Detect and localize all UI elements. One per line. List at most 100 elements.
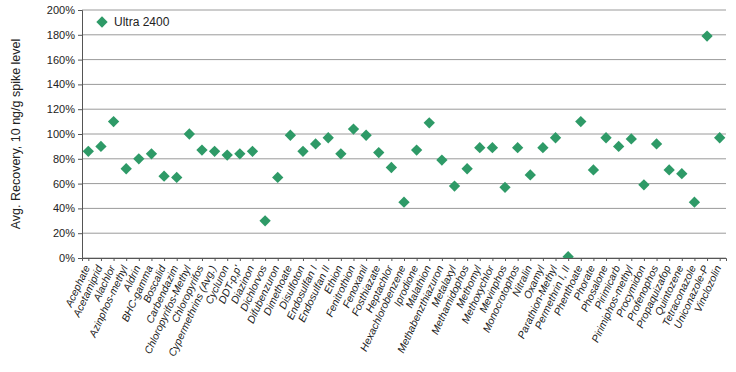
data-point — [234, 148, 245, 159]
y-tick-label: 100% — [47, 128, 75, 140]
x-tick-mark — [644, 258, 645, 261]
x-tick-mark — [114, 258, 115, 261]
x-tick-mark — [492, 258, 493, 261]
data-point — [600, 132, 611, 143]
data-point — [247, 146, 258, 157]
y-tick: 60% — [53, 178, 82, 190]
data-point — [95, 141, 106, 152]
data-point — [664, 164, 675, 175]
legend-item: Ultra 2400 — [96, 15, 169, 29]
data-point — [411, 144, 422, 155]
data-point — [171, 172, 182, 183]
y-tick-mark — [78, 184, 82, 185]
x-tick-mark — [530, 258, 531, 261]
data-point — [563, 251, 574, 258]
x-tick-mark — [568, 258, 569, 261]
x-tick: Vinclozolin — [691, 258, 723, 314]
x-tick-mark — [543, 258, 544, 261]
data-point — [398, 197, 409, 208]
marks — [83, 30, 726, 258]
legend-label: Ultra 2400 — [114, 15, 170, 29]
data-point — [676, 168, 687, 179]
x-tick-mark — [139, 258, 140, 261]
data-point — [297, 146, 308, 157]
data-point — [689, 197, 700, 208]
x-tick-mark — [303, 258, 304, 261]
x-tick-label: Vinclozolin — [691, 263, 723, 314]
data-point — [209, 146, 220, 157]
x-tick-mark — [442, 258, 443, 261]
data-point — [348, 123, 359, 134]
x-tick-mark — [694, 258, 695, 261]
y-tick-mark — [78, 60, 82, 61]
x-tick-mark — [505, 258, 506, 261]
y-tick-label: 200% — [47, 4, 75, 16]
y-tick-label: 140% — [47, 78, 75, 90]
x-tick-mark — [278, 258, 279, 261]
grid-line — [82, 34, 726, 35]
x-tick-mark — [202, 258, 203, 261]
y-tick-label: 160% — [47, 54, 75, 66]
data-point — [222, 149, 233, 160]
data-point — [626, 133, 637, 144]
grid-line — [82, 59, 726, 60]
y-tick: 200% — [47, 4, 82, 16]
x-tick-mark — [316, 258, 317, 261]
x-tick-mark — [391, 258, 392, 261]
y-tick-label: 60% — [53, 178, 75, 190]
x-tick-mark — [404, 258, 405, 261]
y-tick-mark — [78, 233, 82, 234]
data-point — [525, 169, 536, 180]
chart: 0%20%40%60%80%100%120%140%160%180%200%Ac… — [0, 0, 736, 372]
grid-line — [82, 158, 726, 159]
data-point — [424, 117, 435, 128]
data-point — [158, 171, 169, 182]
y-axis-title: Avg. Recovery, 10 ng/g spike level — [9, 39, 23, 230]
x-tick-mark — [164, 258, 165, 261]
x-tick-mark — [556, 258, 557, 261]
data-point — [449, 180, 460, 191]
x-tick-mark — [189, 258, 190, 261]
x-tick-mark — [480, 258, 481, 261]
grid-line — [82, 183, 726, 184]
legend: Ultra 2400 — [96, 15, 169, 29]
data-point — [184, 128, 195, 139]
x-tick-mark — [606, 258, 607, 261]
y-tick-label: 0% — [59, 252, 75, 264]
y-tick-label: 180% — [47, 29, 75, 41]
data-point — [133, 153, 144, 164]
data-point — [714, 132, 725, 143]
data-point — [360, 130, 371, 141]
x-tick-mark — [669, 258, 670, 261]
grid-line — [82, 233, 726, 234]
y-tick-label: 120% — [47, 103, 75, 115]
data-point — [701, 30, 712, 41]
x-tick-mark — [151, 258, 152, 261]
data-point — [285, 130, 296, 141]
data-point — [196, 144, 207, 155]
data-point — [651, 138, 662, 149]
y-tick-mark — [78, 159, 82, 160]
data-point — [575, 116, 586, 127]
data-point — [613, 141, 624, 152]
data-point — [121, 163, 132, 174]
data-point — [487, 142, 498, 153]
plot: 0%20%40%60%80%100%120%140%160%180%200%Ac… — [47, 4, 727, 358]
x-tick-mark — [417, 258, 418, 261]
y-tick: 0% — [59, 252, 82, 264]
y-tick-mark — [78, 258, 82, 259]
data-point — [537, 142, 548, 153]
data-point — [436, 154, 447, 165]
x-tick-mark — [619, 258, 620, 261]
x-tick-mark — [429, 258, 430, 261]
x-tick-mark — [227, 258, 228, 261]
y-tick: 160% — [47, 54, 82, 66]
x-tick: Cypermethrins (Avg.) — [166, 258, 219, 358]
grid-line — [82, 84, 726, 85]
y-tick: 180% — [47, 29, 82, 41]
x-tick-mark — [720, 258, 721, 261]
data-point — [386, 162, 397, 173]
data-point — [146, 148, 157, 159]
y-tick-label: 40% — [53, 202, 75, 214]
x-tick-label: Monocrotophos — [480, 263, 522, 334]
